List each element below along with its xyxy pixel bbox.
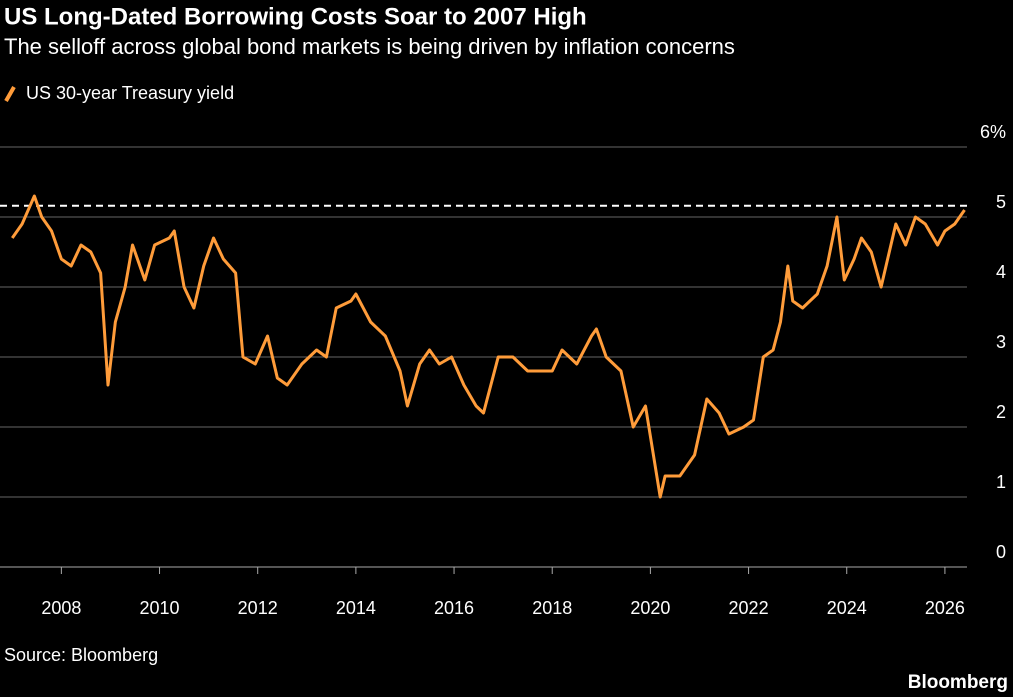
chart-title: US Long-Dated Borrowing Costs Soar to 20… bbox=[4, 3, 587, 30]
x-tick-label: 2010 bbox=[140, 598, 180, 618]
y-tick-label: 6% bbox=[980, 122, 1006, 142]
source: Source: Bloomberg bbox=[4, 645, 158, 665]
x-tick-label: 2012 bbox=[238, 598, 278, 618]
x-tick-label: 2020 bbox=[630, 598, 670, 618]
x-tick-label: 2022 bbox=[729, 598, 769, 618]
y-tick-label: 5 bbox=[996, 192, 1006, 212]
y-tick-label: 1 bbox=[996, 472, 1006, 492]
y-tick-label: 2 bbox=[996, 402, 1006, 422]
y-tick-label: 4 bbox=[996, 262, 1006, 282]
x-tick-label: 2024 bbox=[827, 598, 867, 618]
x-tick-label: 2016 bbox=[434, 598, 474, 618]
y-tick-label: 0 bbox=[996, 542, 1006, 562]
x-tick-label: 2014 bbox=[336, 598, 376, 618]
brand: Bloomberg bbox=[908, 672, 1008, 693]
legend-swatch bbox=[4, 86, 16, 102]
legend-label: US 30-year Treasury yield bbox=[26, 83, 234, 103]
x-tick-label: 2026 bbox=[925, 598, 965, 618]
x-tick-label: 2018 bbox=[532, 598, 572, 618]
line-series bbox=[11, 194, 966, 499]
y-tick-label: 3 bbox=[996, 332, 1006, 352]
chart-subtitle: The selloff across global bond markets i… bbox=[4, 34, 735, 59]
x-tick-label: 2008 bbox=[41, 598, 81, 618]
